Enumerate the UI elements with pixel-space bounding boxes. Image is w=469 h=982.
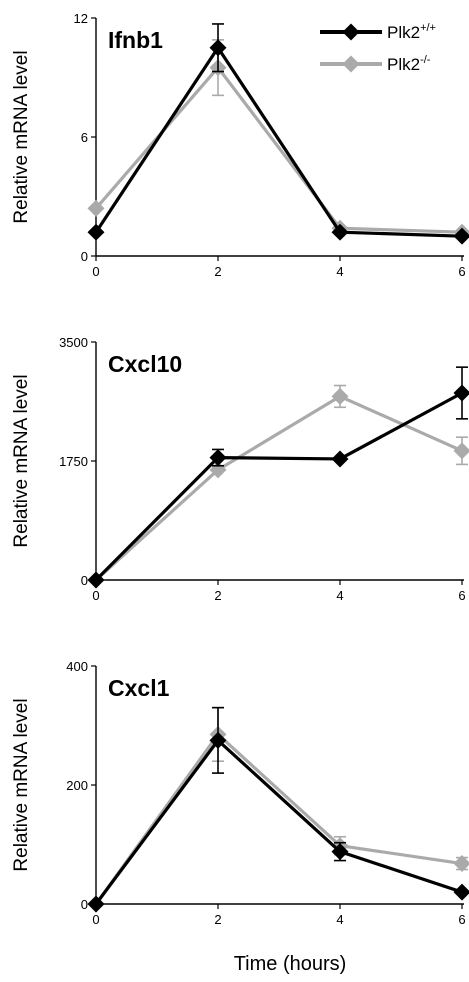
x-tick-label: 2	[214, 264, 221, 279]
y-axis-label: Relative mRNA level	[11, 698, 32, 871]
series-line	[94, 732, 463, 905]
legend-label-superscript: +/+	[420, 22, 436, 34]
y-axis-label: Relative mRNA level	[11, 50, 32, 223]
y-tick-label: 400	[66, 659, 88, 674]
data-point-marker	[453, 855, 469, 873]
data-point-marker	[453, 442, 469, 460]
y-axis-label: Relative mRNA level	[11, 374, 32, 547]
data-point-marker	[331, 387, 349, 405]
chart-panel-ifnb1: 0 6 12 0 2 4 6 Relative mRNA level Ifnb1	[11, 11, 469, 279]
data-point-marker	[87, 223, 105, 241]
x-tick-label: 2	[214, 912, 221, 927]
y-tick-label: 1750	[59, 454, 88, 469]
legend-marker-plk2-ko	[342, 55, 360, 73]
series-line	[94, 394, 463, 582]
x-axis-label: Time (hours)	[234, 953, 347, 975]
y-tick-label: 0	[81, 249, 88, 264]
legend: Plk2+/+ Plk2-/-	[320, 22, 436, 74]
data-point-marker	[209, 39, 227, 57]
x-tick-label: 4	[336, 264, 343, 279]
legend-label-plk2-wt: Plk2+/+	[387, 22, 436, 42]
data-point-marker	[331, 223, 349, 241]
chart-panel-cxcl10: 0 1750 3500 0 2 4 6 Relative mRNA level Cxcl10	[11, 335, 469, 603]
data-point-marker	[87, 895, 105, 913]
x-tick-label: 4	[336, 912, 343, 927]
y-tick-label: 0	[81, 573, 88, 588]
y-tick-label: 6	[81, 130, 88, 145]
panel-title: Cxcl10	[108, 351, 182, 377]
y-tick-label: 0	[81, 897, 88, 912]
data-point-marker	[209, 449, 227, 467]
legend-label-superscript: -/-	[420, 54, 431, 66]
legend-label-base: Plk2	[387, 23, 420, 42]
data-point-marker	[453, 384, 469, 402]
data-point-marker	[453, 883, 469, 901]
series-line	[94, 391, 463, 582]
series-line	[94, 46, 463, 238]
chart-panel-cxcl1: 0 200 400 0 2 4 6 Relative mRNA level Cxcl1	[11, 659, 469, 927]
y-tick-label: 3500	[59, 335, 88, 350]
legend-label-plk2-ko: Plk2-/-	[387, 54, 431, 74]
data-point-marker	[453, 227, 469, 245]
panel-title: Cxcl1	[108, 675, 170, 701]
x-tick-label: 6	[458, 588, 465, 603]
x-tick-label: 6	[458, 912, 465, 927]
x-tick-label: 6	[458, 264, 465, 279]
data-point-marker	[209, 731, 227, 749]
data-point-marker	[331, 450, 349, 468]
series-line	[94, 738, 463, 905]
x-tick-label: 0	[92, 912, 99, 927]
x-tick-label: 0	[92, 588, 99, 603]
y-tick-label: 200	[66, 778, 88, 793]
data-point-marker	[87, 199, 105, 217]
y-tick-label: 12	[74, 11, 88, 26]
x-tick-label: 4	[336, 588, 343, 603]
x-tick-label: 0	[92, 264, 99, 279]
panel-title: Ifnb1	[108, 27, 163, 53]
data-point-marker	[331, 843, 349, 861]
x-tick-label: 2	[214, 588, 221, 603]
legend-marker-plk2-wt	[342, 23, 360, 41]
legend-label-base: Plk2	[387, 55, 420, 74]
data-point-marker	[87, 571, 105, 589]
